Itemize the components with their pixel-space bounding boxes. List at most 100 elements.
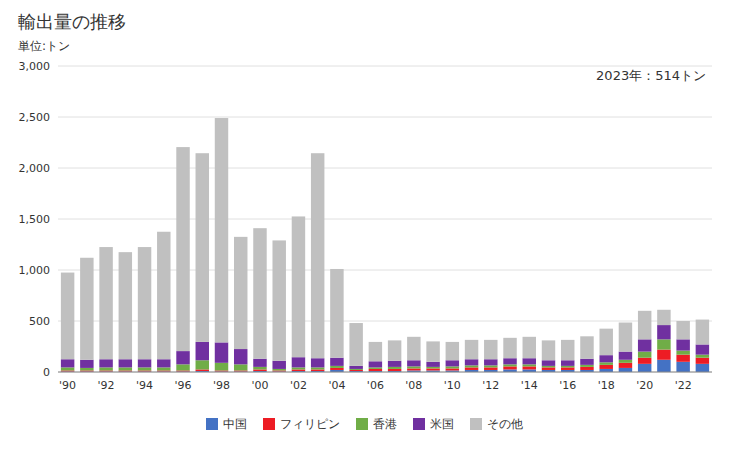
x-tick-label: '10 [444, 379, 461, 392]
y-tick-label: 500 [29, 315, 50, 328]
bar-segment [484, 365, 497, 367]
bar-segment [157, 367, 170, 370]
bar-segment [465, 365, 478, 367]
bar-segment [157, 370, 170, 371]
x-tick-label: '98 [213, 379, 230, 392]
bars [61, 118, 709, 372]
bar-segment [426, 362, 439, 367]
bar-segment [253, 228, 266, 359]
y-tick-label: 3,000 [19, 60, 51, 73]
bar-segment [676, 339, 689, 350]
legend-swatch [470, 418, 482, 430]
y-tick-label: 1,000 [19, 264, 51, 277]
bar-segment [349, 369, 362, 370]
subtitle: 単位:トン [18, 39, 70, 53]
bar-segment [619, 363, 632, 368]
bar-segment [580, 336, 593, 358]
legend-swatch [263, 418, 275, 430]
bar-segment [599, 355, 612, 362]
grid-line [58, 270, 712, 271]
legend-item: その他 [470, 417, 523, 431]
y-tick-label: 0 [43, 366, 50, 379]
bar-segment [196, 360, 209, 369]
bar-segment [119, 367, 132, 370]
legend-swatch [356, 418, 368, 430]
y-tick-label: 2,500 [19, 111, 51, 124]
x-tick-label: '18 [598, 379, 615, 392]
bar-segment [215, 118, 228, 342]
x-axis-line [58, 372, 712, 373]
bar-segment [292, 367, 305, 369]
legend-label: 中国 [223, 417, 247, 431]
bar-segment [119, 370, 132, 371]
bar-segment [599, 365, 612, 369]
bar-segment [196, 369, 209, 371]
grid-line [58, 117, 712, 118]
bar-segment [676, 355, 689, 362]
bar-segment [446, 342, 459, 360]
bar-segment [80, 368, 93, 371]
x-tick-label: '04 [328, 379, 345, 392]
bar-segment [234, 364, 247, 370]
chart: 輸出量の推移単位:トン05001,0001,5002,0002,5003,000… [0, 0, 729, 450]
bar-segment [676, 351, 689, 355]
x-tick-label: '96 [175, 379, 192, 392]
bar-segment [407, 337, 420, 360]
bar-segment [61, 367, 74, 370]
x-tick-label: '06 [367, 379, 384, 392]
bar-segment [465, 340, 478, 359]
bar-segment [696, 320, 709, 345]
bar-segment [542, 360, 555, 366]
bar-segment [99, 370, 112, 371]
bar-segment [388, 340, 401, 360]
bar-segment [80, 258, 93, 360]
bar-segment [696, 358, 709, 364]
legend: 中国フィリピン香港米国その他 [206, 417, 523, 431]
bar-segment [503, 364, 516, 366]
bar-segment [638, 311, 651, 340]
bar-segment [253, 367, 266, 370]
bar-segment [119, 359, 132, 367]
bar-segment [176, 147, 189, 351]
x-tick-label: '02 [290, 379, 307, 392]
legend-item: 中国 [206, 417, 247, 431]
bar-segment [99, 367, 112, 370]
bar-segment [99, 359, 112, 367]
x-tick-label: '08 [405, 379, 422, 392]
bar-segment [292, 216, 305, 357]
bar-segment [657, 360, 670, 372]
bar-segment [619, 360, 632, 363]
bar-segment [696, 364, 709, 372]
bar-segment [138, 367, 151, 370]
bar-segment [253, 359, 266, 367]
grid [58, 66, 712, 372]
bar-segment [311, 367, 324, 369]
bar-segment [349, 370, 362, 371]
bar-segment [234, 349, 247, 364]
bar-segment [61, 273, 74, 360]
bar-segment [542, 340, 555, 360]
bar-segment [272, 361, 285, 369]
bar-segment [426, 341, 439, 361]
series [61, 118, 709, 366]
bar-segment [523, 358, 536, 364]
bar-segment [388, 367, 401, 369]
bar-segment [446, 368, 459, 370]
bar-segment [80, 360, 93, 368]
bar-segment [638, 339, 651, 351]
bar-segment [369, 342, 382, 361]
bar-segment [580, 359, 593, 365]
bar-segment [330, 269, 343, 358]
bar-segment [272, 369, 285, 371]
bar-segment [580, 367, 593, 370]
grid-line [58, 321, 712, 322]
bar-segment [138, 247, 151, 359]
bar-segment [426, 368, 439, 370]
bar-segment [99, 247, 112, 359]
grid-line [58, 219, 712, 220]
x-tick-label: '12 [482, 379, 499, 392]
bar-segment [599, 329, 612, 356]
bar-segment [349, 366, 362, 369]
bar-segment [580, 365, 593, 367]
bar-segment [138, 359, 151, 367]
